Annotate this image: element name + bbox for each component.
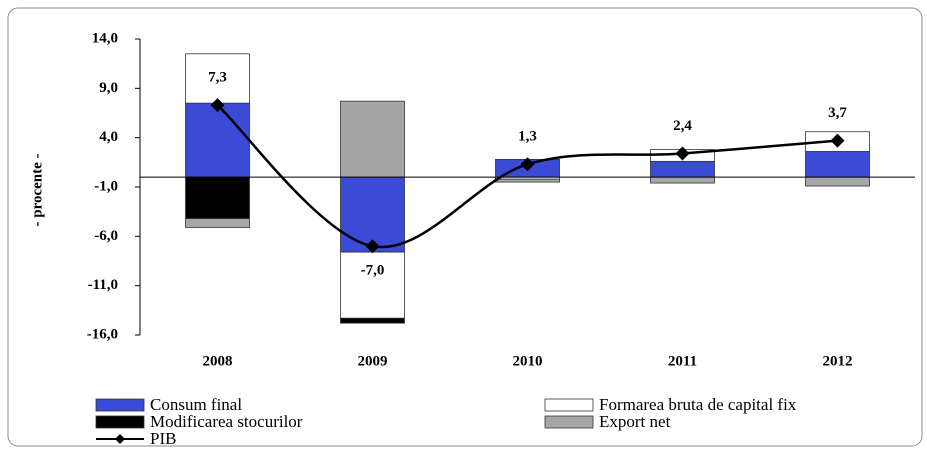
legend-label: Export net <box>599 412 671 431</box>
x-tick-label: 2009 <box>358 353 388 369</box>
legend-swatch <box>544 415 594 429</box>
line-marker <box>365 239 380 254</box>
legend-label: Consum final <box>150 395 242 414</box>
bar-segment <box>185 102 250 178</box>
line-marker <box>520 157 535 172</box>
y-tick-label: 14,0 <box>92 30 118 46</box>
bar-segment <box>650 176 715 184</box>
legend-label: Formarea bruta de capital fix <box>599 395 797 414</box>
data-label: 1,3 <box>518 129 537 145</box>
bar-segment <box>340 100 405 178</box>
x-tick-label: 2010 <box>513 353 543 369</box>
bar-segment <box>340 317 405 324</box>
y-tick-label: 4,0 <box>99 129 118 145</box>
y-tick-label: 9,0 <box>99 80 118 96</box>
x-tick-label: 2008 <box>203 353 233 369</box>
legend-marker <box>115 434 125 444</box>
line-marker <box>830 133 845 148</box>
chart-frame <box>7 7 923 447</box>
data-label: -7,0 <box>361 263 385 279</box>
bar-segment <box>185 53 250 104</box>
line-marker <box>675 146 690 161</box>
data-label: 7,3 <box>208 70 227 86</box>
line-marker <box>210 98 225 113</box>
bar-segment <box>805 151 870 178</box>
legend-label: PIB <box>150 429 176 448</box>
bar-segment <box>340 251 405 319</box>
x-tick-label: 2012 <box>823 353 853 369</box>
legend-swatch <box>95 415 145 429</box>
bar-segment <box>650 160 715 178</box>
bar-segment <box>805 176 870 187</box>
legend-swatch <box>95 398 145 412</box>
x-tick-label: 2011 <box>668 353 697 369</box>
y-axis-label: - procente - <box>29 153 45 226</box>
bar-segment <box>185 218 250 228</box>
data-label: 2,4 <box>673 118 692 134</box>
data-label: 3,7 <box>828 105 847 121</box>
bar-segment <box>185 176 250 219</box>
line <box>216 104 838 249</box>
bar-segment <box>495 178 560 183</box>
legend-swatch <box>544 398 594 412</box>
y-tick-label: -6,0 <box>94 228 118 244</box>
y-tick-label: -16,0 <box>87 326 118 342</box>
y-tick-label: -11,0 <box>88 277 118 293</box>
y-tick-label: -1,0 <box>94 178 118 194</box>
legend-label: Modificarea stocurilor <box>150 412 303 431</box>
